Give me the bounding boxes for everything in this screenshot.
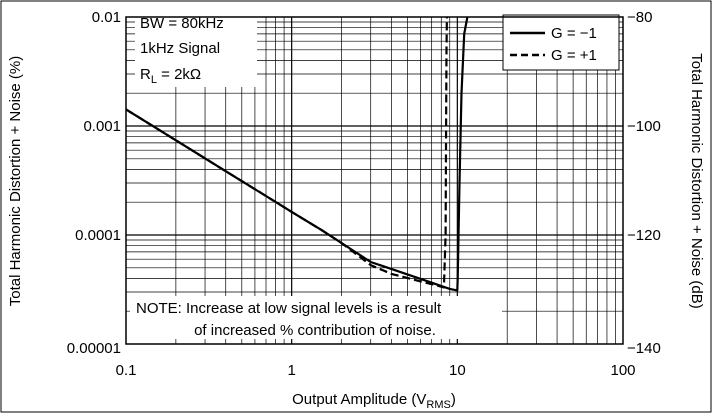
y2-tick-label: −80 [627,9,652,26]
plot-frame [125,16,624,345]
note-line-1: NOTE: Increase at low signal levels is a… [136,300,442,317]
y2-tick-label: −140 [627,340,661,357]
legend-box [502,14,620,71]
x-axis-label-main: Output Amplitude (V [292,391,426,408]
x-axis-label-sub: RMS [426,399,450,411]
note-line-2: of increased % contribution of noise. [194,322,436,339]
x-tick-label: 1 [287,362,295,379]
x-tick-label: 100 [610,362,635,379]
x-tick-label: 10 [449,362,466,379]
y2-tick-label: −120 [627,227,661,244]
conditions-box [135,12,257,87]
annotation-signal: 1kHz Signal [140,40,220,57]
annotation-rl-sub: L [151,74,157,86]
y-tick-label: 0.01 [92,9,121,26]
annotation-rl-value: = 2kΩ [157,66,201,83]
series-line-g-plus-1 [125,16,448,289]
y-tick-label: 0.001 [83,118,121,135]
y2-tick-label: −100 [627,118,661,135]
annotation-bw: BW = 80kHz [140,15,224,32]
legend-label-g-plus-1: G = +1 [551,47,597,64]
tick-labels: 0.1 1 10 100 0.00001 0.0001 0.001 0.01 −140 −120 −… [67,9,661,379]
x-axis-label-end: ) [451,391,456,408]
y-axis-label-left: Total Harmonic Distortion + Noise (%) [7,56,24,307]
y-axis-label-right: Total Harmonic Distortion + Noise (dB) [688,53,705,309]
annotation-rl: RL = 2kΩ [140,66,201,86]
y-tick-label: 0.0001 [75,227,121,244]
minor-grid [126,17,623,344]
annotation-rl-prefix: R [140,66,151,83]
x-axis-label: Output Amplitude (VRMS) [292,391,456,411]
x-tick-label: 0.1 [116,362,137,379]
legend-label-g-minus-1: G = −1 [551,25,597,42]
y-tick-label: 0.00001 [67,340,121,357]
series-layer [125,16,469,292]
note-box [130,296,502,339]
